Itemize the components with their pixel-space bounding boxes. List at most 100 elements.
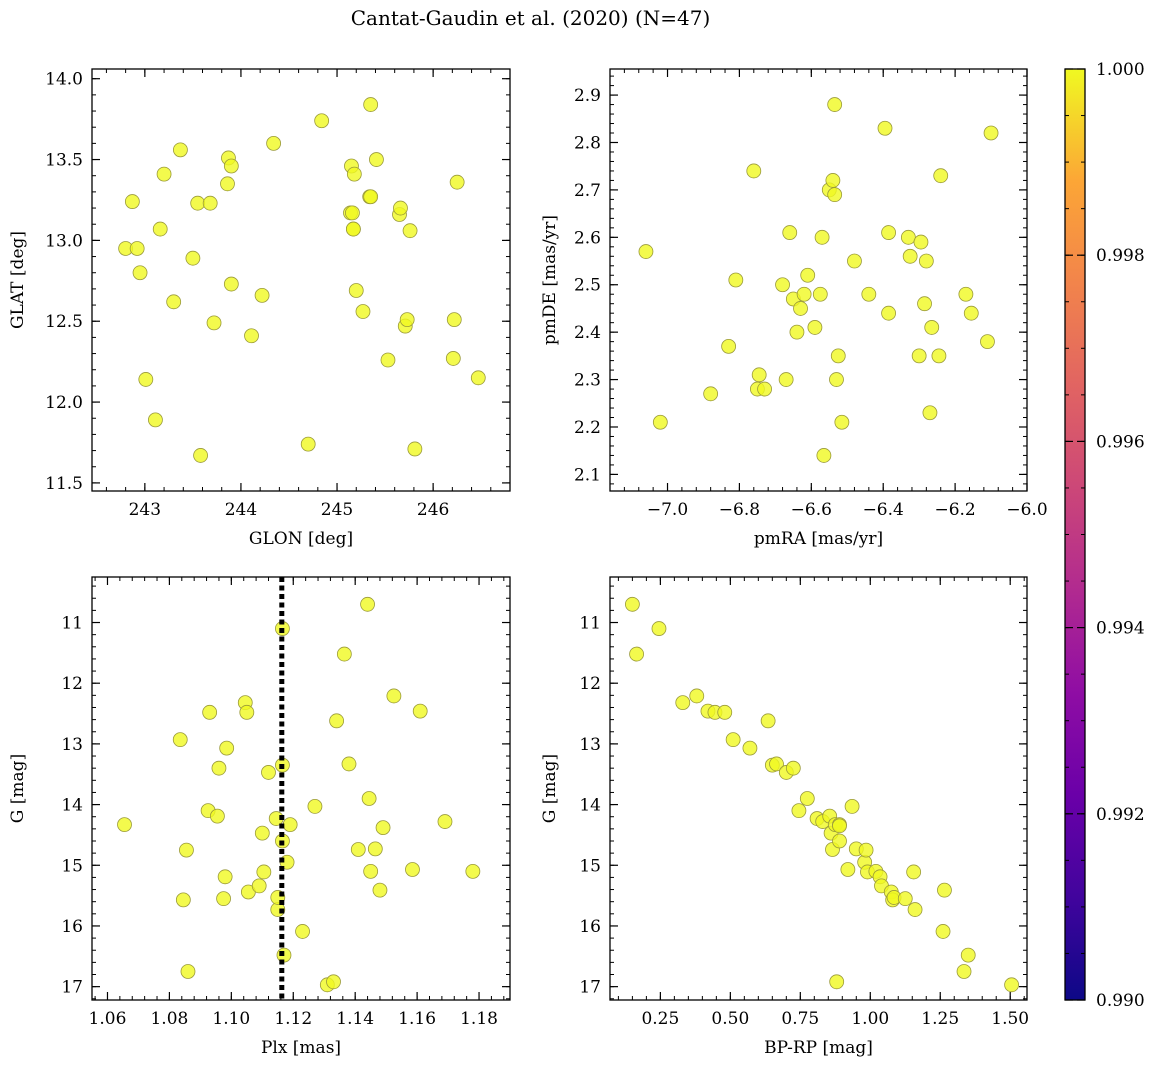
axes-frame [609,68,1028,492]
y-tick-label: 14 [61,796,83,816]
data-point [728,272,744,288]
colorbar-tick-label: 0.994 [1096,619,1145,639]
x-tick-label: 1.50 [991,1009,1029,1029]
x-tick-label: 243 [129,500,161,520]
data-points [624,596,1020,993]
x-tick-label: 1.12 [274,1009,312,1029]
data-point [703,386,719,402]
data-point [807,320,823,335]
data-point [185,250,201,266]
y-tick-label: 13 [579,735,601,755]
data-point [906,864,922,880]
x-tick-label: −7.0 [647,500,688,520]
data-point [314,113,330,129]
axes-frame [609,576,1028,1001]
data-point [816,448,832,463]
data-point [760,713,776,729]
data-point [156,166,172,182]
data-point [380,352,396,368]
data-point [437,814,453,829]
data-point [345,205,360,221]
data-point [746,163,762,179]
data-point [190,195,206,211]
data-point [652,414,668,430]
data-point [825,173,841,188]
data-point [329,713,345,729]
y-tick-label: 11.5 [45,474,83,494]
data-point [367,841,383,857]
data-point [832,818,847,834]
x-tick-label: 0.25 [641,1009,679,1029]
x-axis-label: pmRA [mas/yr] [754,529,883,549]
x-tick-label: 1.06 [89,1009,127,1029]
x-tick-label: −6.2 [934,500,975,520]
y-tick-label: 2.6 [574,228,601,248]
y-tick-label: 12 [61,674,83,694]
colorbar: 0.990 0.992 0.994 0.996 0.998 1.000 [1064,60,1145,1011]
data-point [638,244,654,259]
data-point [341,756,357,772]
x-tick-label: 244 [225,500,257,520]
x-tick-label: 0.50 [711,1009,749,1029]
data-point [148,412,163,428]
data-point [757,381,772,397]
y-tick-label: 16 [61,917,83,937]
data-point [829,372,844,387]
data-point [369,152,384,167]
tick-marks [609,69,1028,491]
data-point [254,825,270,841]
y-tick-label: 17 [61,978,83,998]
data-point [918,253,934,269]
data-points [638,97,999,463]
data-point [209,808,225,824]
data-point [239,704,255,720]
data-point [675,695,691,711]
data-point [129,241,145,256]
x-tick-label: 1.10 [212,1009,250,1029]
data-point [827,97,843,112]
data-point [346,166,362,182]
data-point [173,142,188,158]
scatter-panel-1: 243 244 245 246 11.5 12.0 12.5 13.0 13.5 14.0 GLON… [8,68,511,549]
data-point [960,947,976,963]
data-point [180,964,196,979]
data-point [307,799,323,814]
figure-title: Cantat-Gaudin et al. (2020) (N=47) [350,6,711,30]
y-tick-label: 12.0 [45,393,83,413]
y-tick-label: 2.8 [574,133,601,153]
x-tick-label: 246 [417,500,449,520]
y-tick-label: 16 [579,917,601,937]
data-point [449,174,465,190]
colorbar-gradient [1065,180,1085,1001]
data-point [983,125,999,141]
colorbar-tick-label: 0.990 [1096,991,1145,1011]
data-point [725,732,741,748]
data-point [922,405,938,421]
data-point [840,862,856,877]
data-point [829,974,845,990]
data-point [465,863,481,879]
scatter-panel-4: 0.25 0.50 0.75 1.00 1.25 1.50 11 12 13 14 15 16 17 BP… [540,576,1029,1058]
x-tick-label: −6.4 [863,500,904,520]
data-point [193,448,208,463]
data-point [223,158,239,174]
data-point [1004,977,1020,993]
x-tick-label: 1.16 [398,1009,436,1029]
data-point [266,135,282,151]
data-point [124,194,140,209]
data-point [172,732,188,748]
data-point [751,367,767,383]
tick-marks [610,577,1027,1000]
data-point [375,820,391,836]
x-axis-label: Plx [mas] [261,1038,341,1058]
data-point [980,334,995,350]
y-tick-label: 13.0 [45,231,83,251]
data-point [348,283,364,298]
data-point [769,756,784,772]
data-point [742,740,758,756]
colorbar-tick-label: 0.992 [1096,805,1145,825]
data-point [407,441,423,457]
data-point [179,842,194,858]
data-point [689,688,705,704]
data-point [775,277,790,293]
